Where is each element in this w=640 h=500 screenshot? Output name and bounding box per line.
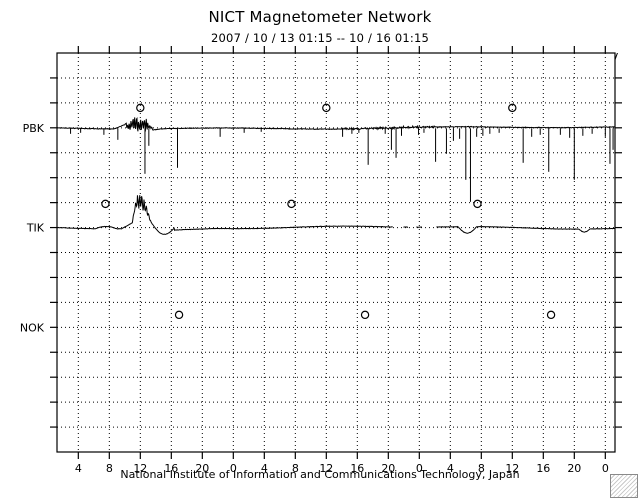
x-tick-label: 8 bbox=[292, 462, 299, 475]
noon-marker-tik bbox=[101, 199, 110, 209]
resize-handle-icon[interactable] bbox=[610, 474, 638, 498]
x-tick-label: 20 bbox=[567, 462, 581, 475]
pbk-spikes bbox=[70, 128, 614, 202]
x-tick-label: 20 bbox=[195, 462, 209, 475]
x-tick-label: 16 bbox=[536, 462, 550, 475]
noon-marker-tik bbox=[287, 199, 296, 209]
x-tick-label: 12 bbox=[133, 462, 147, 475]
plot-background bbox=[57, 53, 615, 452]
noon-marker-pbk bbox=[136, 103, 145, 113]
x-tick-label: 8 bbox=[478, 462, 485, 475]
noon-markers bbox=[101, 103, 556, 320]
x-tick-label: 0 bbox=[416, 462, 423, 475]
x-tick-label: 8 bbox=[106, 462, 113, 475]
x-tick-label: 16 bbox=[350, 462, 364, 475]
noon-marker-pbk bbox=[322, 103, 331, 113]
traces bbox=[56, 116, 615, 235]
trace-pbk bbox=[56, 116, 615, 132]
time-range-subtitle: 2007 / 10 / 13 01:15 -- 10 / 16 01:15 bbox=[211, 31, 429, 45]
footer-credit: National Institute of Information and Co… bbox=[120, 468, 520, 481]
station-label-tik: TIK bbox=[26, 222, 45, 235]
x-axis-labels: 4 8 12 16 20 0 4 8 12 16 20 0 4 8 12 16 20 0 bbox=[75, 462, 609, 475]
x-tick-label: 0 bbox=[230, 462, 237, 475]
x-tick-label: 20 bbox=[381, 462, 395, 475]
x-tick-label: 12 bbox=[505, 462, 519, 475]
x-tick-label: 0 bbox=[602, 462, 609, 475]
noon-marker-tik bbox=[473, 199, 482, 209]
x-tick-label: 4 bbox=[447, 462, 454, 475]
station-label-pbk: PBK bbox=[23, 122, 45, 135]
axis-ticks bbox=[50, 46, 622, 459]
noon-marker-nok bbox=[546, 310, 556, 320]
page-title: NICT Magnetometer Network bbox=[208, 8, 432, 26]
station-label-nok: NOK bbox=[20, 321, 45, 334]
x-tick-label: 4 bbox=[261, 462, 268, 475]
trace-tik bbox=[57, 195, 615, 235]
noon-marker-nok bbox=[360, 310, 370, 320]
x-tick-label: 16 bbox=[164, 462, 178, 475]
x-tick-label: 4 bbox=[75, 462, 82, 475]
station-labels: PBK TIK NOK bbox=[20, 122, 45, 335]
noon-marker-nok bbox=[174, 310, 184, 320]
x-tick-label: 12 bbox=[319, 462, 333, 475]
noon-marker-pbk bbox=[508, 103, 517, 113]
